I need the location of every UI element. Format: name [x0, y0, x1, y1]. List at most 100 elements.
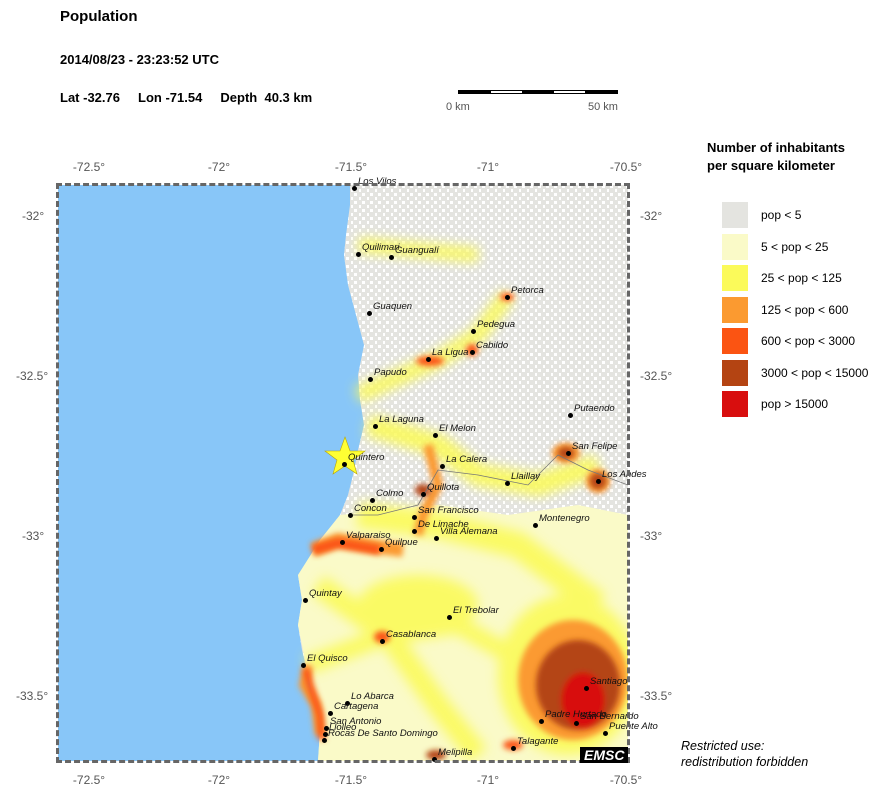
- legend-item: pop < 5: [722, 202, 801, 228]
- longitude-label: Lon -71.54: [138, 90, 203, 105]
- scale-end-label: 50 km: [588, 101, 618, 113]
- city-marker-icon: [596, 479, 601, 484]
- legend-item: 3000 < pop < 15000: [722, 359, 868, 386]
- legend-label: 600 < pop < 3000: [761, 334, 856, 348]
- city-marker-icon: [533, 523, 538, 528]
- y-tick-right: -33°: [640, 529, 663, 543]
- x-tick-top: -71°: [476, 160, 500, 174]
- city-label: Puente Alto: [609, 721, 658, 732]
- legend-swatch: [722, 296, 748, 323]
- city-label: San Francisco: [418, 505, 479, 516]
- legend-label: 25 < pop < 125: [761, 271, 842, 285]
- city-marker-icon: [574, 721, 579, 726]
- city-marker-icon: [421, 492, 426, 497]
- legend-swatch: [722, 328, 748, 354]
- city-label: Colmo: [376, 488, 404, 499]
- city-marker-icon: [379, 547, 384, 552]
- legend-item: 125 < pop < 600: [722, 296, 849, 323]
- legend-label: 125 < pop < 600: [761, 302, 849, 317]
- y-tick-right: -32.5°: [640, 369, 673, 383]
- city-marker-icon: [433, 433, 438, 438]
- city-label: Quintero: [348, 452, 385, 463]
- legend-swatch: [722, 391, 748, 417]
- city-label: El Quisco: [307, 653, 348, 664]
- city-marker-icon: [356, 252, 361, 257]
- city-marker-icon: [568, 413, 573, 418]
- city-marker-icon: [471, 329, 476, 334]
- city-label: Los Andes: [602, 469, 647, 480]
- y-tick-right: -32°: [640, 209, 663, 223]
- city-marker-icon: [322, 738, 327, 743]
- x-tick-bottom: -71°: [476, 773, 500, 787]
- city-marker-icon: [447, 615, 452, 620]
- city-marker-icon: [328, 711, 333, 716]
- y-tick-left: -33°: [22, 529, 45, 543]
- city-marker-icon: [303, 598, 308, 603]
- city-label: El Trebolar: [453, 605, 499, 616]
- city-label: Montenegro: [539, 513, 590, 524]
- legend-swatch: [722, 233, 748, 260]
- population-map[interactable]: Los Vilos Quilimari Guangualí Petorca Guaque…: [58, 176, 658, 762]
- city-label: Quilimari: [362, 242, 400, 253]
- legend-item: 25 < pop < 125: [722, 265, 842, 291]
- city-label: Quintay: [309, 588, 342, 599]
- city-marker-icon: [345, 701, 350, 706]
- city-marker-icon: [370, 498, 375, 503]
- city-label: Guaquen: [373, 301, 413, 312]
- city-label: Casablanca: [386, 629, 437, 640]
- city-marker-icon: [426, 357, 431, 362]
- city-marker-icon: [584, 686, 589, 691]
- city-label: La Calera: [446, 454, 488, 465]
- legend-title-line2: per square kilometer: [707, 158, 835, 173]
- city-label: Valparaiso: [346, 530, 391, 541]
- usage-notice-line2: redistribution forbidden: [681, 755, 809, 769]
- x-tick-top: -72°: [207, 160, 231, 174]
- city-label: Villa Alemana: [440, 526, 498, 537]
- city-marker-icon: [505, 481, 510, 486]
- x-tick-top: -71.5°: [334, 160, 368, 174]
- x-tick-bottom: -72°: [207, 773, 231, 787]
- city-label: Santiago: [590, 676, 628, 687]
- city-marker-icon: [323, 732, 328, 737]
- city-label: Papudo: [374, 367, 407, 378]
- city-label: Talagante: [517, 736, 559, 747]
- city-marker-icon: [539, 719, 544, 724]
- city-marker-icon: [373, 424, 378, 429]
- usage-notice: Restricted use: redistribution forbidden: [681, 738, 808, 770]
- city-label: De Limache: [418, 519, 469, 530]
- city-label: Quilpue: [385, 537, 418, 548]
- city-marker-icon: [342, 462, 347, 467]
- legend-item: pop > 15000: [722, 391, 828, 417]
- city-marker-icon: [380, 639, 385, 644]
- city-label: Los Vilos: [358, 176, 397, 187]
- city-label: Rocas De Santo Domingo: [328, 728, 438, 739]
- x-tick-bottom: -72.5°: [72, 773, 106, 787]
- x-tick-top: -70.5°: [609, 160, 643, 174]
- legend-item: 600 < pop < 3000: [722, 328, 855, 354]
- latitude-label: Lat -32.76: [60, 90, 120, 105]
- city-marker-icon: [301, 663, 306, 668]
- legend-label: pop < 5: [761, 208, 802, 222]
- city-marker-icon: [368, 377, 373, 382]
- city-marker-icon: [470, 350, 475, 355]
- density-layer-red: [302, 293, 620, 760]
- city-label: Lo Abarca: [351, 691, 394, 702]
- legend-title-line1: Number of inhabitants: [707, 140, 845, 155]
- city-label: Guangualí: [395, 245, 439, 256]
- city-marker-icon: [412, 529, 417, 534]
- city-marker-icon: [566, 451, 571, 456]
- city-marker-icon: [348, 513, 353, 518]
- city-marker-icon: [434, 536, 439, 541]
- city-label: Quillota: [427, 482, 460, 493]
- map-title: Population: [60, 8, 138, 25]
- city-label: Cabildo: [476, 340, 509, 351]
- city-label: Llaillay: [511, 471, 541, 482]
- legend-label: pop > 15000: [761, 397, 829, 411]
- city-marker-icon: [352, 186, 357, 191]
- y-tick-left: -33.5°: [16, 689, 49, 703]
- event-datetime: 2014/08/23 - 23:23:52 UTC: [60, 52, 219, 67]
- y-tick-left: -32.5°: [16, 369, 49, 383]
- emsc-logo: EMSC: [580, 747, 629, 763]
- event-parameters: Lat -32.76 Lon -71.54 Depth 40.3 km: [60, 90, 312, 105]
- city-label: San Felipe: [572, 441, 618, 452]
